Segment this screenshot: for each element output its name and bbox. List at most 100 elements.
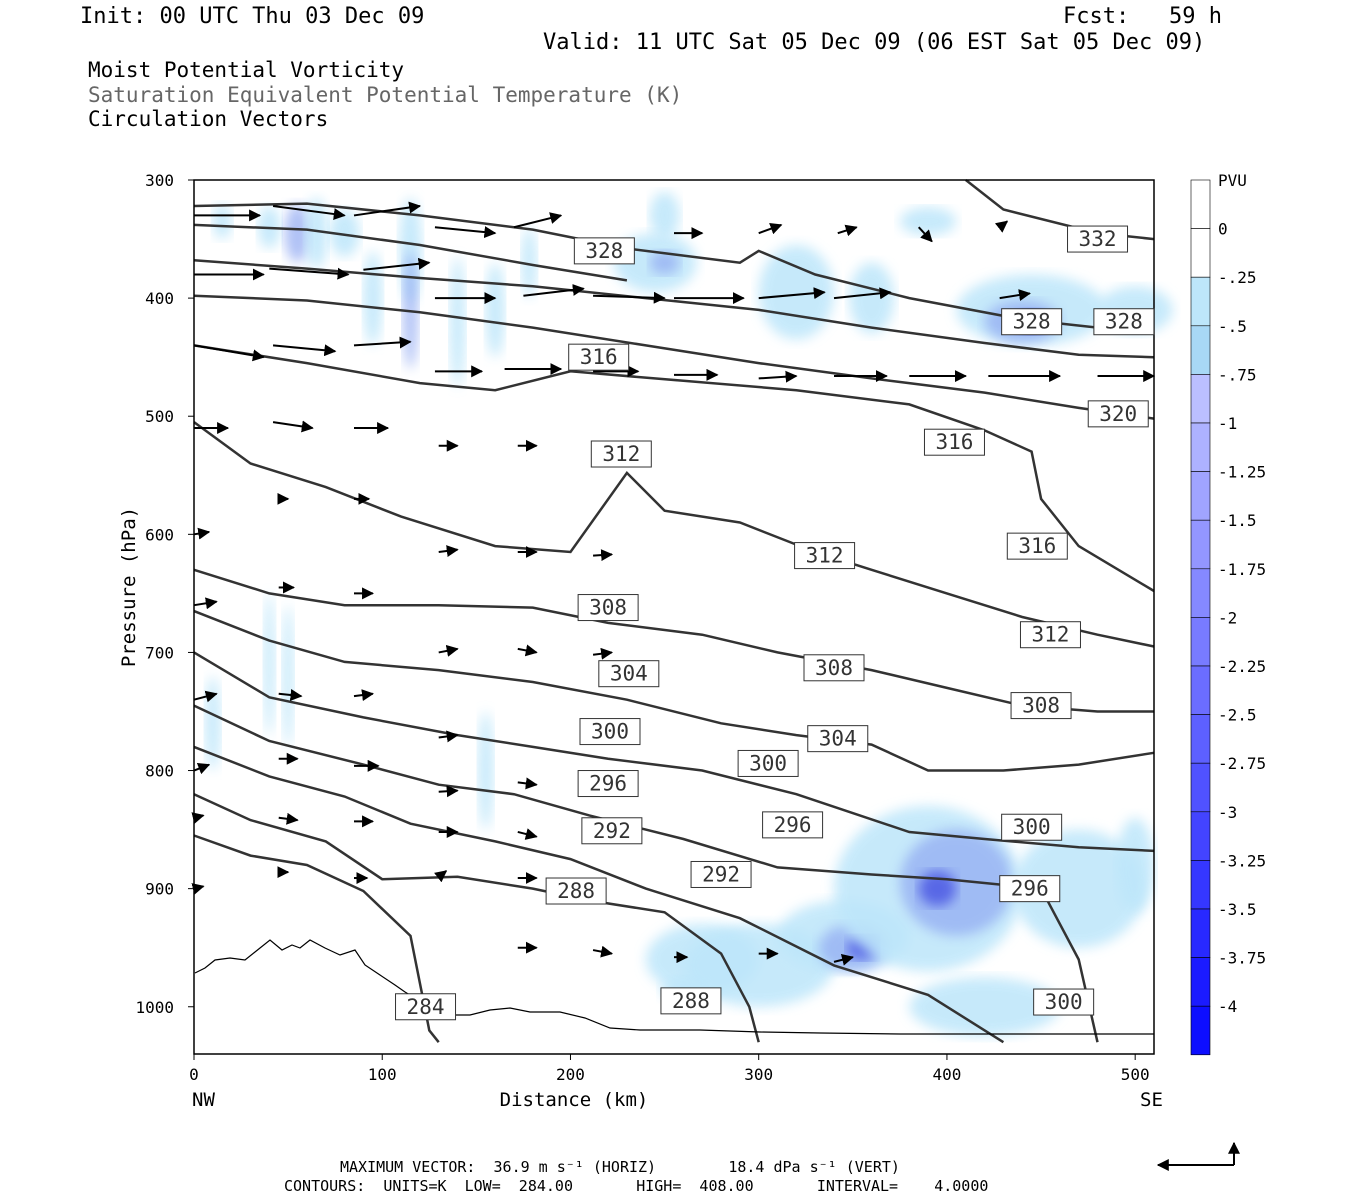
vector-arrow [193, 690, 218, 703]
vector-arrow [353, 201, 422, 217]
contour-label-box [660, 987, 722, 1015]
vector-arrow [523, 283, 585, 297]
vector-arrow [438, 785, 459, 798]
y-tick-label: 700 [145, 643, 174, 662]
pv-shade [212, 203, 232, 240]
contour-label: 292 [690, 860, 752, 888]
contour-label-box [690, 860, 752, 888]
x-end-label-nw: NW [192, 1089, 215, 1111]
plot-frame [193, 179, 1155, 1055]
colorbar-title: PVU [1218, 171, 1247, 190]
x-tick-label: 100 [368, 1065, 397, 1084]
colorbar-segment [1190, 276, 1211, 327]
contour-label-box [568, 343, 630, 371]
x-tick-label: 400 [932, 1065, 961, 1084]
vector-arrow [833, 287, 892, 300]
y-tick-label: 500 [145, 407, 174, 426]
contour-label-text: 304 [819, 727, 857, 751]
vector-arrow [353, 689, 375, 702]
contour-328 [193, 223, 628, 282]
contour-304 [193, 609, 1155, 772]
colorbar-tick-label: -4 [1218, 997, 1237, 1016]
contour-label-text: 296 [1011, 877, 1049, 901]
colorbar-segment [1190, 617, 1211, 667]
contour-labels: 332 328 328 328 316 320 312 316 312 316 308 312 304 3… [395, 225, 1155, 1021]
pv-shading [205, 191, 1173, 1037]
x-axis-label: Distance (km) [500, 1089, 649, 1111]
contour-label-box [1087, 400, 1149, 428]
y-tick-label: 800 [145, 762, 174, 781]
vector-arrow [278, 812, 299, 825]
vector-arrow [278, 689, 303, 701]
contour-label-box [590, 440, 652, 468]
pv-shade [485, 262, 505, 358]
contour-label: 328 [1093, 308, 1155, 336]
contour-label-box [1093, 308, 1155, 336]
x-tick-label: 0 [189, 1065, 199, 1084]
contour-label-box [545, 877, 607, 905]
contour-label-text: 308 [815, 656, 853, 680]
contour-284 [193, 834, 440, 1043]
vector-arrow [353, 336, 412, 349]
y-axis-label: Pressure (hPa) [118, 507, 140, 667]
vector-arrow [438, 545, 459, 557]
contour-label: 316 [568, 343, 630, 371]
vector-arrow [837, 224, 858, 237]
contour-label-text: 312 [602, 442, 640, 466]
contour-label-text: 300 [591, 720, 629, 744]
y-tick-label: 1000 [135, 998, 174, 1017]
vector-arrow [269, 267, 350, 280]
vector-arrow [191, 883, 205, 895]
contour-label-text: 284 [407, 995, 445, 1019]
contour-label: 296 [999, 875, 1061, 903]
colorbar-tick-label: -2.75 [1218, 754, 1266, 773]
colorbar-tick-label: -1.5 [1218, 511, 1257, 530]
pv-shade [284, 203, 311, 263]
colorbar-segment [1190, 568, 1211, 618]
colorbar-tick-label: -2.5 [1218, 706, 1257, 725]
contour-label: 308 [1010, 692, 1072, 720]
contour-label: 300 [579, 718, 641, 746]
contour-label: 300 [737, 749, 799, 777]
pv-shade [649, 191, 680, 240]
vector-arrow [517, 828, 538, 840]
vector-arrow [434, 870, 448, 883]
field-title-vectors: Circulation Vectors [88, 107, 329, 131]
contour-label-text: 300 [1045, 990, 1083, 1014]
vector-arrow [191, 812, 205, 824]
pv-shade [918, 870, 957, 907]
footer-contours: CONTOURS: UNITS=K LOW= 284.00 HIGH= 408.… [284, 1177, 989, 1195]
contour-label-box [579, 718, 641, 746]
contour-292 [193, 745, 1005, 1044]
contour-label-text: 328 [1105, 310, 1143, 334]
contour-label-text: 292 [702, 862, 740, 886]
vector-arrow [592, 647, 614, 660]
field-title-theta: Saturation Equivalent Potential Temperat… [88, 83, 683, 107]
vector-arrow [272, 420, 314, 433]
contour-label: 284 [395, 993, 457, 1021]
contour-label: 292 [581, 817, 643, 845]
contour-label-box [794, 542, 856, 570]
y-tick-label: 600 [145, 525, 174, 544]
contour-label-box [803, 654, 865, 682]
vector-arrow [438, 730, 459, 743]
contour-label: 304 [598, 660, 660, 688]
contour-label-text: 288 [672, 989, 710, 1013]
contour-label-text: 304 [610, 662, 648, 686]
pv-shade [305, 197, 328, 269]
contour-label: 328 [1001, 308, 1063, 336]
colorbar-segment [1190, 811, 1211, 861]
x-end-label-se: SE [1140, 1089, 1163, 1111]
contour-label: 328 [573, 237, 635, 265]
contour-label: 300 [1001, 813, 1063, 841]
contour-320 [193, 294, 1155, 420]
contour-label: 288 [660, 987, 722, 1015]
axes: 0 100 200 300 400 500 300 400 500 600 700 800 900 100… [118, 171, 1163, 1111]
contour-label: 304 [807, 725, 869, 753]
contour-label-box [737, 749, 799, 777]
pv-shade [909, 977, 1060, 1037]
vector-arrow [593, 291, 666, 304]
contour-label: 316 [1006, 532, 1068, 560]
contour-312 [193, 421, 1155, 648]
contour-label-box [1067, 225, 1129, 253]
